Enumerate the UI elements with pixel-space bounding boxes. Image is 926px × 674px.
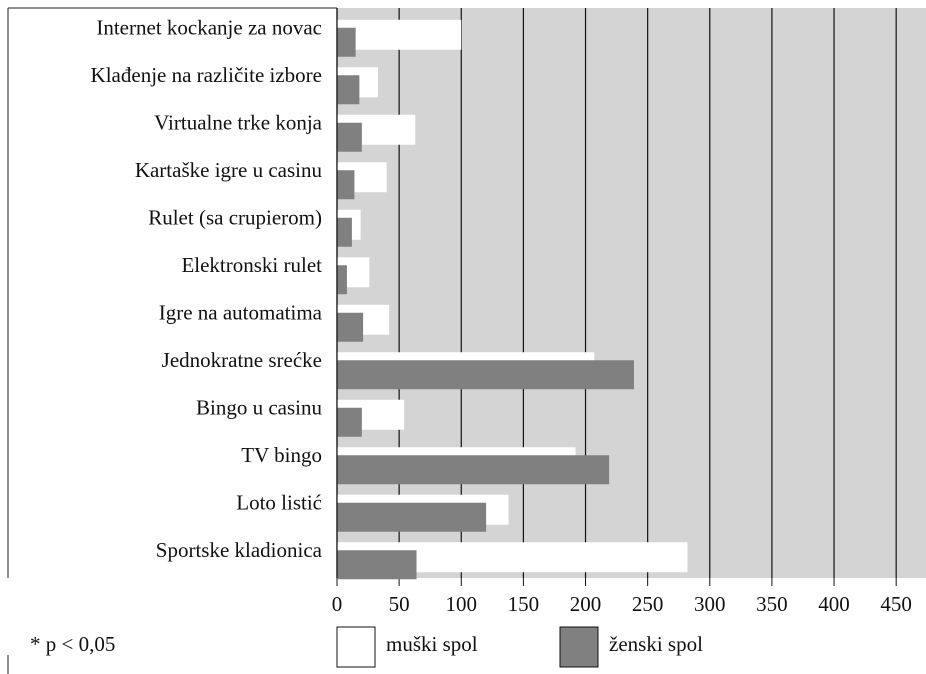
x-tick-label: 300 [694,592,726,616]
note: * p < 0,05 [30,632,115,656]
bar [337,27,356,57]
y-tick-label: Igre na automatima [159,301,323,325]
legend-label: muški spol [386,632,478,656]
y-tick-label: Rulet (sa crupierom) [148,206,322,230]
legend-swatch [336,626,376,668]
legend-label: ženski spol [609,632,703,656]
legend-swatch [559,626,599,668]
y-tick-label: Virtualne trke konja [154,111,323,135]
y-tick-label: TV bingo [241,443,322,467]
bar [337,360,634,390]
x-tick-label: 200 [570,592,602,616]
x-tick-label: 250 [632,592,664,616]
y-tick-label: Bingo u casinu [196,396,322,420]
x-tick-label: 350 [756,592,788,616]
y-tick-label: Loto listić [236,491,322,515]
y-tick-label: Internet kockanje za novac [96,16,322,40]
bar [337,502,487,532]
bar [337,217,352,247]
y-tick-label: Klađenje na različite izbore [91,63,322,87]
plot-background [337,8,926,578]
y-tick-label: Elektronski rulet [181,253,322,277]
x-tick-label: 0 [332,592,343,616]
y-tick-label: Kartaške igre u casinu [135,158,323,182]
x-tick-label: 400 [818,592,850,616]
bar [337,455,610,485]
bar [337,407,362,437]
y-tick-label: Jednokratne srećke [162,348,322,372]
bar [337,265,347,295]
x-tick-label: 100 [446,592,478,616]
x-tick-label: 450 [880,592,912,616]
bar [337,75,360,105]
bar [337,312,364,342]
bar [337,550,417,580]
x-tick-label: 50 [389,592,410,616]
bar [337,19,462,50]
x-tick-label: 150 [508,592,540,616]
bar [337,122,362,152]
bar [337,170,355,200]
y-tick-label: Sportske kladionica [156,538,323,562]
